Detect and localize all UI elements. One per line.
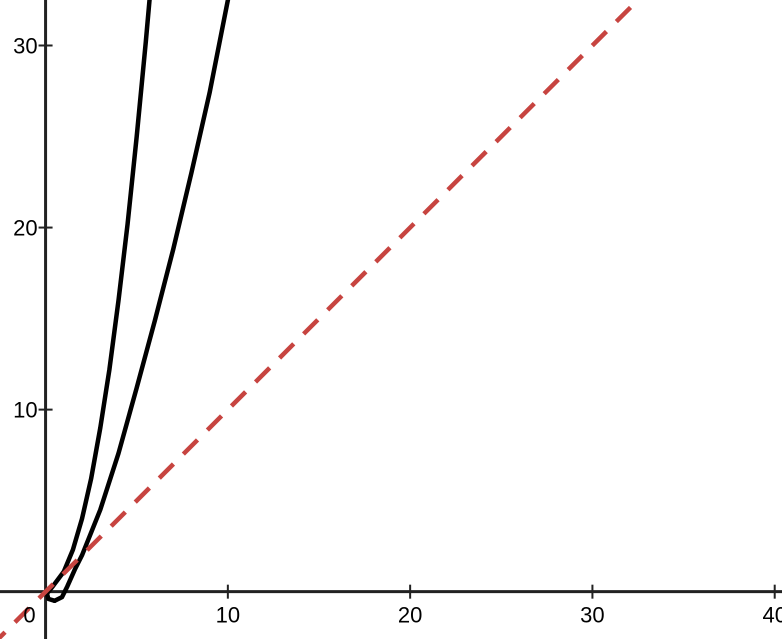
y-tick-label: 10 — [13, 398, 37, 423]
series-line-dashed — [0, 0, 642, 639]
series-curve-2 — [52, 0, 231, 604]
x-tick-label: 20 — [398, 603, 422, 628]
x-tick-label: 10 — [216, 603, 240, 628]
y-tick-label: 20 — [13, 216, 37, 241]
x-tick-label: 40 — [762, 603, 782, 628]
tick-labels: 10 20 30 40 10 20 30 0 — [13, 34, 782, 628]
series-group — [0, 0, 642, 639]
y-tick-label: 30 — [13, 34, 37, 59]
origin-label: 0 — [23, 603, 35, 628]
x-tick-label: 30 — [580, 603, 604, 628]
